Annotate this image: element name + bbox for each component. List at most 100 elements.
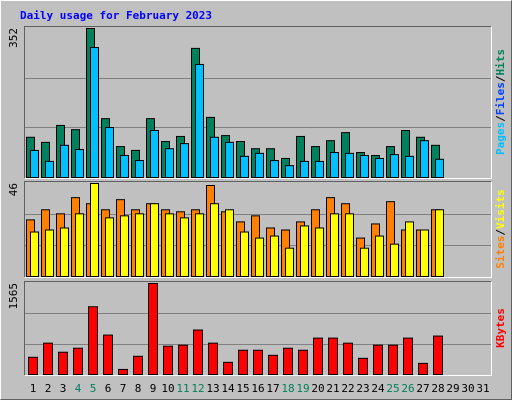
bar bbox=[420, 229, 429, 277]
bar bbox=[313, 337, 323, 376]
bar bbox=[403, 337, 413, 376]
x-tick-label: 5 bbox=[90, 382, 97, 395]
bar bbox=[210, 136, 219, 178]
bar bbox=[315, 227, 324, 277]
y-tick-label: 46 bbox=[7, 183, 20, 196]
bar bbox=[240, 155, 249, 178]
x-tick-label: 13 bbox=[206, 382, 219, 395]
x-tick-label: 8 bbox=[135, 382, 142, 395]
bar bbox=[88, 306, 98, 375]
bar bbox=[148, 283, 158, 375]
bar bbox=[105, 127, 114, 179]
bar bbox=[90, 47, 99, 178]
bar bbox=[45, 160, 54, 179]
bar bbox=[90, 183, 99, 277]
bar bbox=[165, 148, 174, 179]
x-tick-label: 11 bbox=[176, 382, 189, 395]
x-tick-label: 14 bbox=[221, 382, 235, 395]
legend-entry: Sites bbox=[494, 236, 507, 269]
x-tick-label: 15 bbox=[236, 382, 249, 395]
x-tick-label: 6 bbox=[105, 382, 112, 395]
bar bbox=[118, 368, 128, 376]
bar bbox=[193, 329, 203, 376]
bar bbox=[283, 347, 293, 375]
bar bbox=[405, 221, 414, 277]
chart-title: Daily usage for February 2023 bbox=[20, 9, 212, 22]
x-tick-label: 18 bbox=[281, 382, 294, 395]
x-tick-label: 27 bbox=[416, 382, 429, 395]
x-tick-label: 10 bbox=[161, 382, 174, 395]
legend-entry: / bbox=[494, 229, 507, 236]
bar bbox=[58, 351, 68, 375]
bar bbox=[330, 152, 339, 179]
bar bbox=[253, 349, 263, 375]
bar bbox=[375, 157, 384, 179]
x-tick-label: 1 bbox=[30, 382, 37, 395]
bar bbox=[238, 349, 248, 375]
bar bbox=[225, 209, 234, 277]
bar bbox=[405, 155, 414, 178]
bar bbox=[255, 152, 264, 179]
legend-entry: Visits bbox=[494, 189, 507, 229]
bar bbox=[328, 337, 338, 376]
bar bbox=[255, 237, 264, 278]
bar bbox=[343, 342, 353, 375]
legend-entry: KBytes bbox=[494, 308, 507, 348]
legend-entry: Pages bbox=[494, 122, 507, 155]
legend-entry: / bbox=[494, 75, 507, 82]
bar bbox=[105, 217, 114, 278]
bar bbox=[358, 357, 368, 375]
bar bbox=[225, 141, 234, 178]
legend: Sites/Visits bbox=[494, 189, 507, 269]
bar bbox=[285, 247, 294, 277]
x-tick-label: 28 bbox=[431, 382, 444, 395]
bar bbox=[210, 203, 219, 277]
bar bbox=[208, 342, 218, 375]
legend: KBytes bbox=[494, 308, 507, 348]
x-tick-label: 16 bbox=[251, 382, 264, 395]
bar bbox=[75, 213, 84, 277]
bar bbox=[375, 235, 384, 277]
bar bbox=[240, 231, 249, 278]
plot-border-dark bbox=[24, 281, 492, 376]
bar bbox=[75, 149, 84, 178]
bar bbox=[373, 344, 383, 376]
x-tick-label: 24 bbox=[371, 382, 385, 395]
x-tick-label: 23 bbox=[356, 382, 369, 395]
bar bbox=[270, 235, 279, 277]
x-tick-label: 17 bbox=[266, 382, 279, 395]
bar bbox=[285, 165, 294, 178]
y-tick-label: 352 bbox=[7, 28, 20, 48]
plot-border-light bbox=[24, 281, 492, 376]
bar bbox=[73, 347, 83, 375]
bar bbox=[195, 63, 204, 178]
bar bbox=[330, 213, 339, 277]
x-tick-label: 30 bbox=[461, 382, 474, 395]
bar bbox=[390, 154, 399, 178]
bar bbox=[345, 152, 354, 179]
legend-entry: / bbox=[494, 115, 507, 122]
bar bbox=[120, 154, 129, 178]
bar bbox=[420, 140, 429, 178]
plot-border-dark bbox=[24, 181, 492, 278]
bar bbox=[360, 247, 369, 277]
bar bbox=[435, 209, 444, 277]
bar bbox=[178, 344, 188, 376]
bar bbox=[390, 243, 399, 277]
bar bbox=[60, 144, 69, 178]
x-tick-label: 3 bbox=[60, 382, 67, 395]
bar bbox=[388, 344, 398, 376]
bar bbox=[45, 229, 54, 277]
bar bbox=[28, 356, 38, 376]
plot-border-light bbox=[24, 26, 492, 179]
x-tick-label: 7 bbox=[120, 382, 127, 395]
bar bbox=[270, 160, 279, 178]
legend-entry: Files bbox=[494, 82, 507, 115]
bar bbox=[180, 217, 189, 278]
x-tick-label: 26 bbox=[401, 382, 414, 395]
x-tick-label: 9 bbox=[150, 382, 157, 395]
x-tick-label: 21 bbox=[326, 382, 339, 395]
bar bbox=[300, 160, 309, 179]
plot-border-dark bbox=[24, 26, 492, 179]
